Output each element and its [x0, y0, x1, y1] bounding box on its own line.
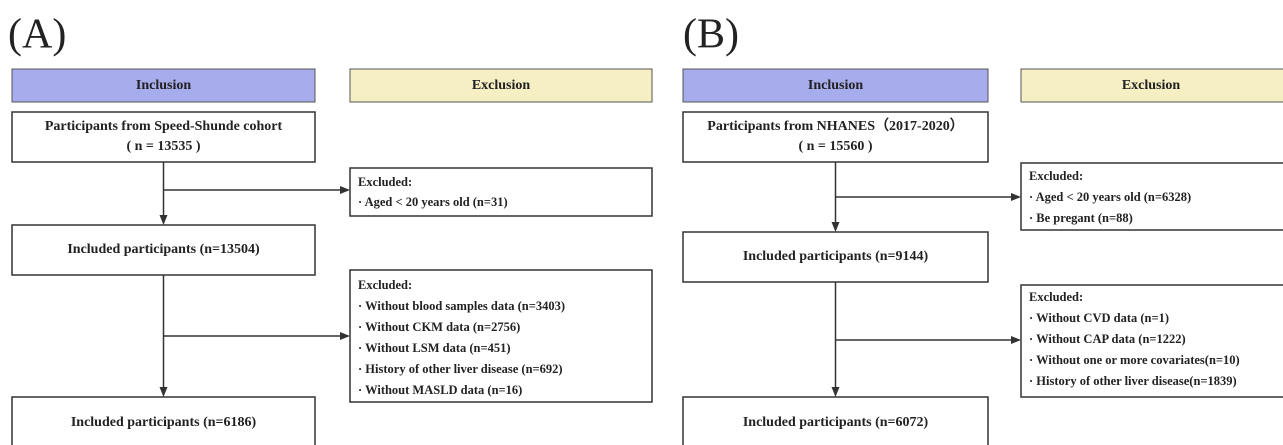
inclusion-box [11, 224, 316, 276]
arrow-head [159, 215, 168, 225]
inclusion-box [11, 396, 316, 445]
exclusion-item: · History of other liver disease(n=1839) [1029, 374, 1237, 388]
exclusion-header [349, 68, 653, 103]
box-text: ( n = 15560 ) [798, 139, 872, 154]
inclusion-box [682, 231, 989, 283]
arrow-head [340, 186, 350, 194]
exclusion-title: Excluded: [1029, 290, 1083, 304]
exclusion-item: · History of other liver disease (n=692) [358, 362, 563, 376]
box-text: ( n = 13535 ) [126, 139, 200, 154]
exclusion-item: · Without one or more covariates(n=10) [1029, 353, 1240, 367]
inclusion-header [11, 68, 316, 103]
arrow-head [831, 222, 840, 232]
box-text: Participants from Speed-Shunde cohort [45, 119, 283, 134]
inclusion-box [11, 111, 316, 163]
inclusion-header [682, 68, 989, 103]
arrow-head [159, 387, 168, 397]
exclusion-title: Excluded: [1029, 169, 1083, 183]
exclusion-box [1020, 284, 1283, 398]
exclusion-item: · Be pregant (n=88) [1029, 211, 1133, 225]
exclusion-item: · Without CKM data (n=2756) [358, 320, 520, 334]
exclusion-header [1020, 68, 1283, 103]
exclusion-title: Excluded: [358, 175, 412, 189]
exclusion-box [1020, 162, 1283, 231]
box-text: Participants from NHANES（2017-2020） [707, 118, 963, 134]
box-text: Included participants (n=13504) [67, 242, 260, 257]
arrow-head [1011, 193, 1021, 201]
arrow-head [831, 387, 840, 397]
exclusion-item: · Without CVD data (n=1) [1029, 311, 1169, 325]
exclusion-item: · Without CAP data (n=1222) [1029, 332, 1186, 346]
arrow-head [1011, 336, 1021, 344]
exclusion-header-text: Exclusion [472, 78, 531, 93]
exclusion-item: · Without blood samples data (n=3403) [358, 299, 565, 313]
panel-label: (A) [8, 12, 66, 58]
inclusion-box [682, 396, 989, 445]
exclusion-box [349, 269, 653, 403]
inclusion-header-text: Inclusion [136, 78, 191, 93]
exclusion-item: · Aged < 20 years old (n=6328) [1029, 190, 1191, 204]
box-text: Included participants (n=6186) [71, 415, 257, 430]
inclusion-header-text: Inclusion [808, 78, 863, 93]
exclusion-title: Excluded: [358, 278, 412, 292]
exclusion-header-text: Exclusion [1122, 78, 1181, 93]
exclusion-item: · Aged < 20 years old (n=31) [358, 195, 508, 209]
inclusion-box [682, 111, 989, 163]
arrow-head [340, 332, 350, 340]
box-text: Included participants (n=6072) [743, 415, 929, 430]
exclusion-box [349, 167, 653, 217]
box-text: Included participants (n=9144) [743, 249, 929, 264]
exclusion-item: · Without LSM data (n=451) [358, 341, 511, 355]
panel-label: (B) [683, 12, 739, 58]
exclusion-item: · Without MASLD data (n=16) [358, 383, 522, 397]
